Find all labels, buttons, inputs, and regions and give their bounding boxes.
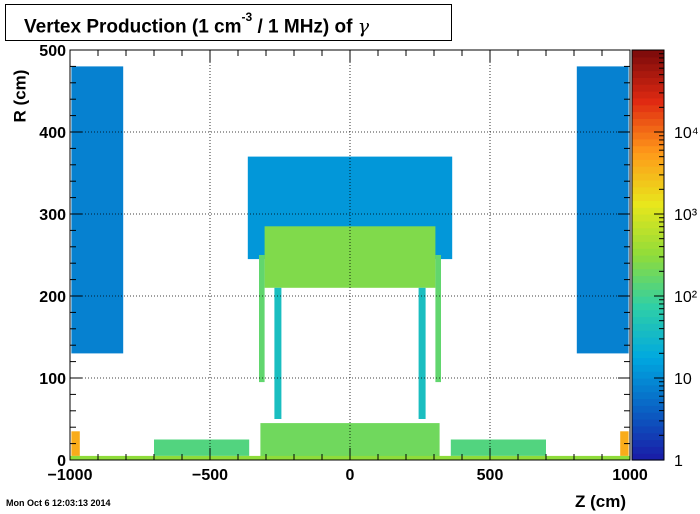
heatmap-region — [154, 439, 250, 456]
x-tick-labels: −1000 −500 0 500 1000 — [48, 467, 648, 484]
colorbar-step — [632, 419, 664, 427]
colorbar-step — [632, 234, 664, 242]
colorbar-step — [632, 241, 664, 249]
colorbar-step — [632, 138, 664, 147]
colorbar-step — [632, 275, 664, 283]
x-tick-label: 500 — [477, 467, 504, 484]
grid-lines — [70, 50, 630, 460]
axis-ticks — [69, 49, 631, 461]
colorbar-step — [632, 248, 664, 256]
heatmap-region — [259, 255, 265, 383]
colorbar-step — [632, 145, 664, 154]
colorbar-step — [632, 152, 664, 160]
colorbar-step — [632, 323, 664, 331]
colorbar-step — [632, 255, 664, 263]
x-tick-label: 1000 — [612, 467, 648, 484]
colorbar-step — [632, 104, 664, 113]
colorbar-label: 10⁴ — [674, 125, 699, 142]
colorbar-step — [632, 378, 664, 386]
heatmap-region — [71, 66, 124, 354]
colorbar-label: 1 — [674, 453, 683, 470]
colorbar-step — [632, 97, 664, 106]
colorbar-step — [632, 350, 664, 359]
title-box: Vertex Production (1 cm-3 / 1 MHz) of γ — [5, 4, 452, 41]
colorbar-step — [632, 70, 664, 78]
colorbar-step — [632, 159, 664, 167]
colorbar-step — [632, 63, 664, 72]
colorbar-label: 10 — [674, 371, 692, 388]
chart-title: Vertex Production (1 cm-3 / 1 MHz) of γ — [24, 10, 370, 38]
colorbar-step — [632, 316, 664, 324]
colorbar-step — [632, 214, 664, 222]
colorbar-step — [632, 282, 664, 290]
x-tick-label: −500 — [192, 467, 228, 484]
colorbar-step — [632, 337, 664, 345]
colorbar-step — [632, 439, 664, 447]
colorbar-step — [632, 220, 664, 229]
y-tick-labels: 0 100 200 300 400 500 — [39, 43, 66, 470]
colorbar-step — [632, 166, 664, 174]
colorbar-label: 10³ — [674, 207, 698, 224]
colorbar-label: 10² — [674, 289, 698, 306]
colorbar-step — [632, 261, 664, 270]
colorbar-step — [632, 412, 664, 420]
colorbar-step — [632, 268, 664, 277]
heatmap-region — [450, 439, 546, 456]
colorbar-step — [632, 77, 664, 85]
heatmap-cells — [70, 66, 630, 460]
colorbar-step — [632, 364, 664, 372]
colorbar-step — [632, 398, 664, 406]
colorbar-frame — [631, 49, 665, 461]
timestamp: Mon Oct 6 12:03:13 2014 — [6, 498, 111, 508]
colorbar-step — [632, 91, 664, 99]
colorbar-step — [632, 425, 664, 434]
colorbar-step — [632, 384, 664, 393]
y-tick-label: 500 — [39, 43, 66, 60]
colorbar-step — [632, 173, 664, 181]
colorbar-step — [632, 453, 664, 461]
heatmap-region — [576, 66, 629, 354]
colorbar-step — [632, 296, 664, 304]
x-tick-label: 0 — [346, 467, 355, 484]
colorbar-step — [632, 446, 664, 454]
colorbar-step — [632, 371, 664, 379]
colorbar-step — [632, 432, 664, 441]
colorbar-step — [632, 125, 664, 133]
colorbar-step — [632, 132, 664, 140]
particle-symbol: γ — [357, 15, 370, 38]
colorbar-step — [632, 391, 664, 400]
heatmap-region — [418, 287, 426, 419]
colorbar-step — [632, 405, 664, 413]
y-tick-label: 0 — [57, 453, 66, 470]
colorbar-step — [632, 186, 664, 195]
y-tick-label: 300 — [39, 207, 66, 224]
y-tick-label: 100 — [39, 371, 66, 388]
colorbar-step — [632, 193, 664, 201]
heatmap-region — [435, 255, 441, 383]
colorbar-step — [632, 343, 664, 352]
x-tick-label: −1000 — [48, 467, 93, 484]
colorbar-step — [632, 207, 664, 215]
colorbar-step — [632, 227, 664, 236]
x-axis-label: Z (cm) — [575, 492, 626, 511]
colorbar-step — [632, 179, 664, 188]
colorbar-step — [632, 50, 664, 58]
colorbar-step — [632, 357, 664, 365]
colorbar-step — [632, 330, 664, 338]
colorbar-step — [632, 309, 664, 318]
y-tick-label: 200 — [39, 289, 66, 306]
colorbar-step — [632, 200, 664, 208]
colorbar-step — [632, 111, 664, 119]
colorbar-labels: 1 10 10² 10³ 10⁴ — [674, 125, 699, 470]
y-tick-label: 400 — [39, 125, 66, 142]
colorbar — [631, 49, 665, 461]
y-axis-label: R (cm) — [10, 69, 30, 123]
colorbar-step — [632, 302, 664, 311]
colorbar-step — [632, 289, 664, 297]
colorbar-step — [632, 118, 664, 126]
colorbar-step — [632, 84, 664, 92]
heatmap-region — [274, 287, 282, 419]
colorbar-step — [632, 56, 664, 65]
